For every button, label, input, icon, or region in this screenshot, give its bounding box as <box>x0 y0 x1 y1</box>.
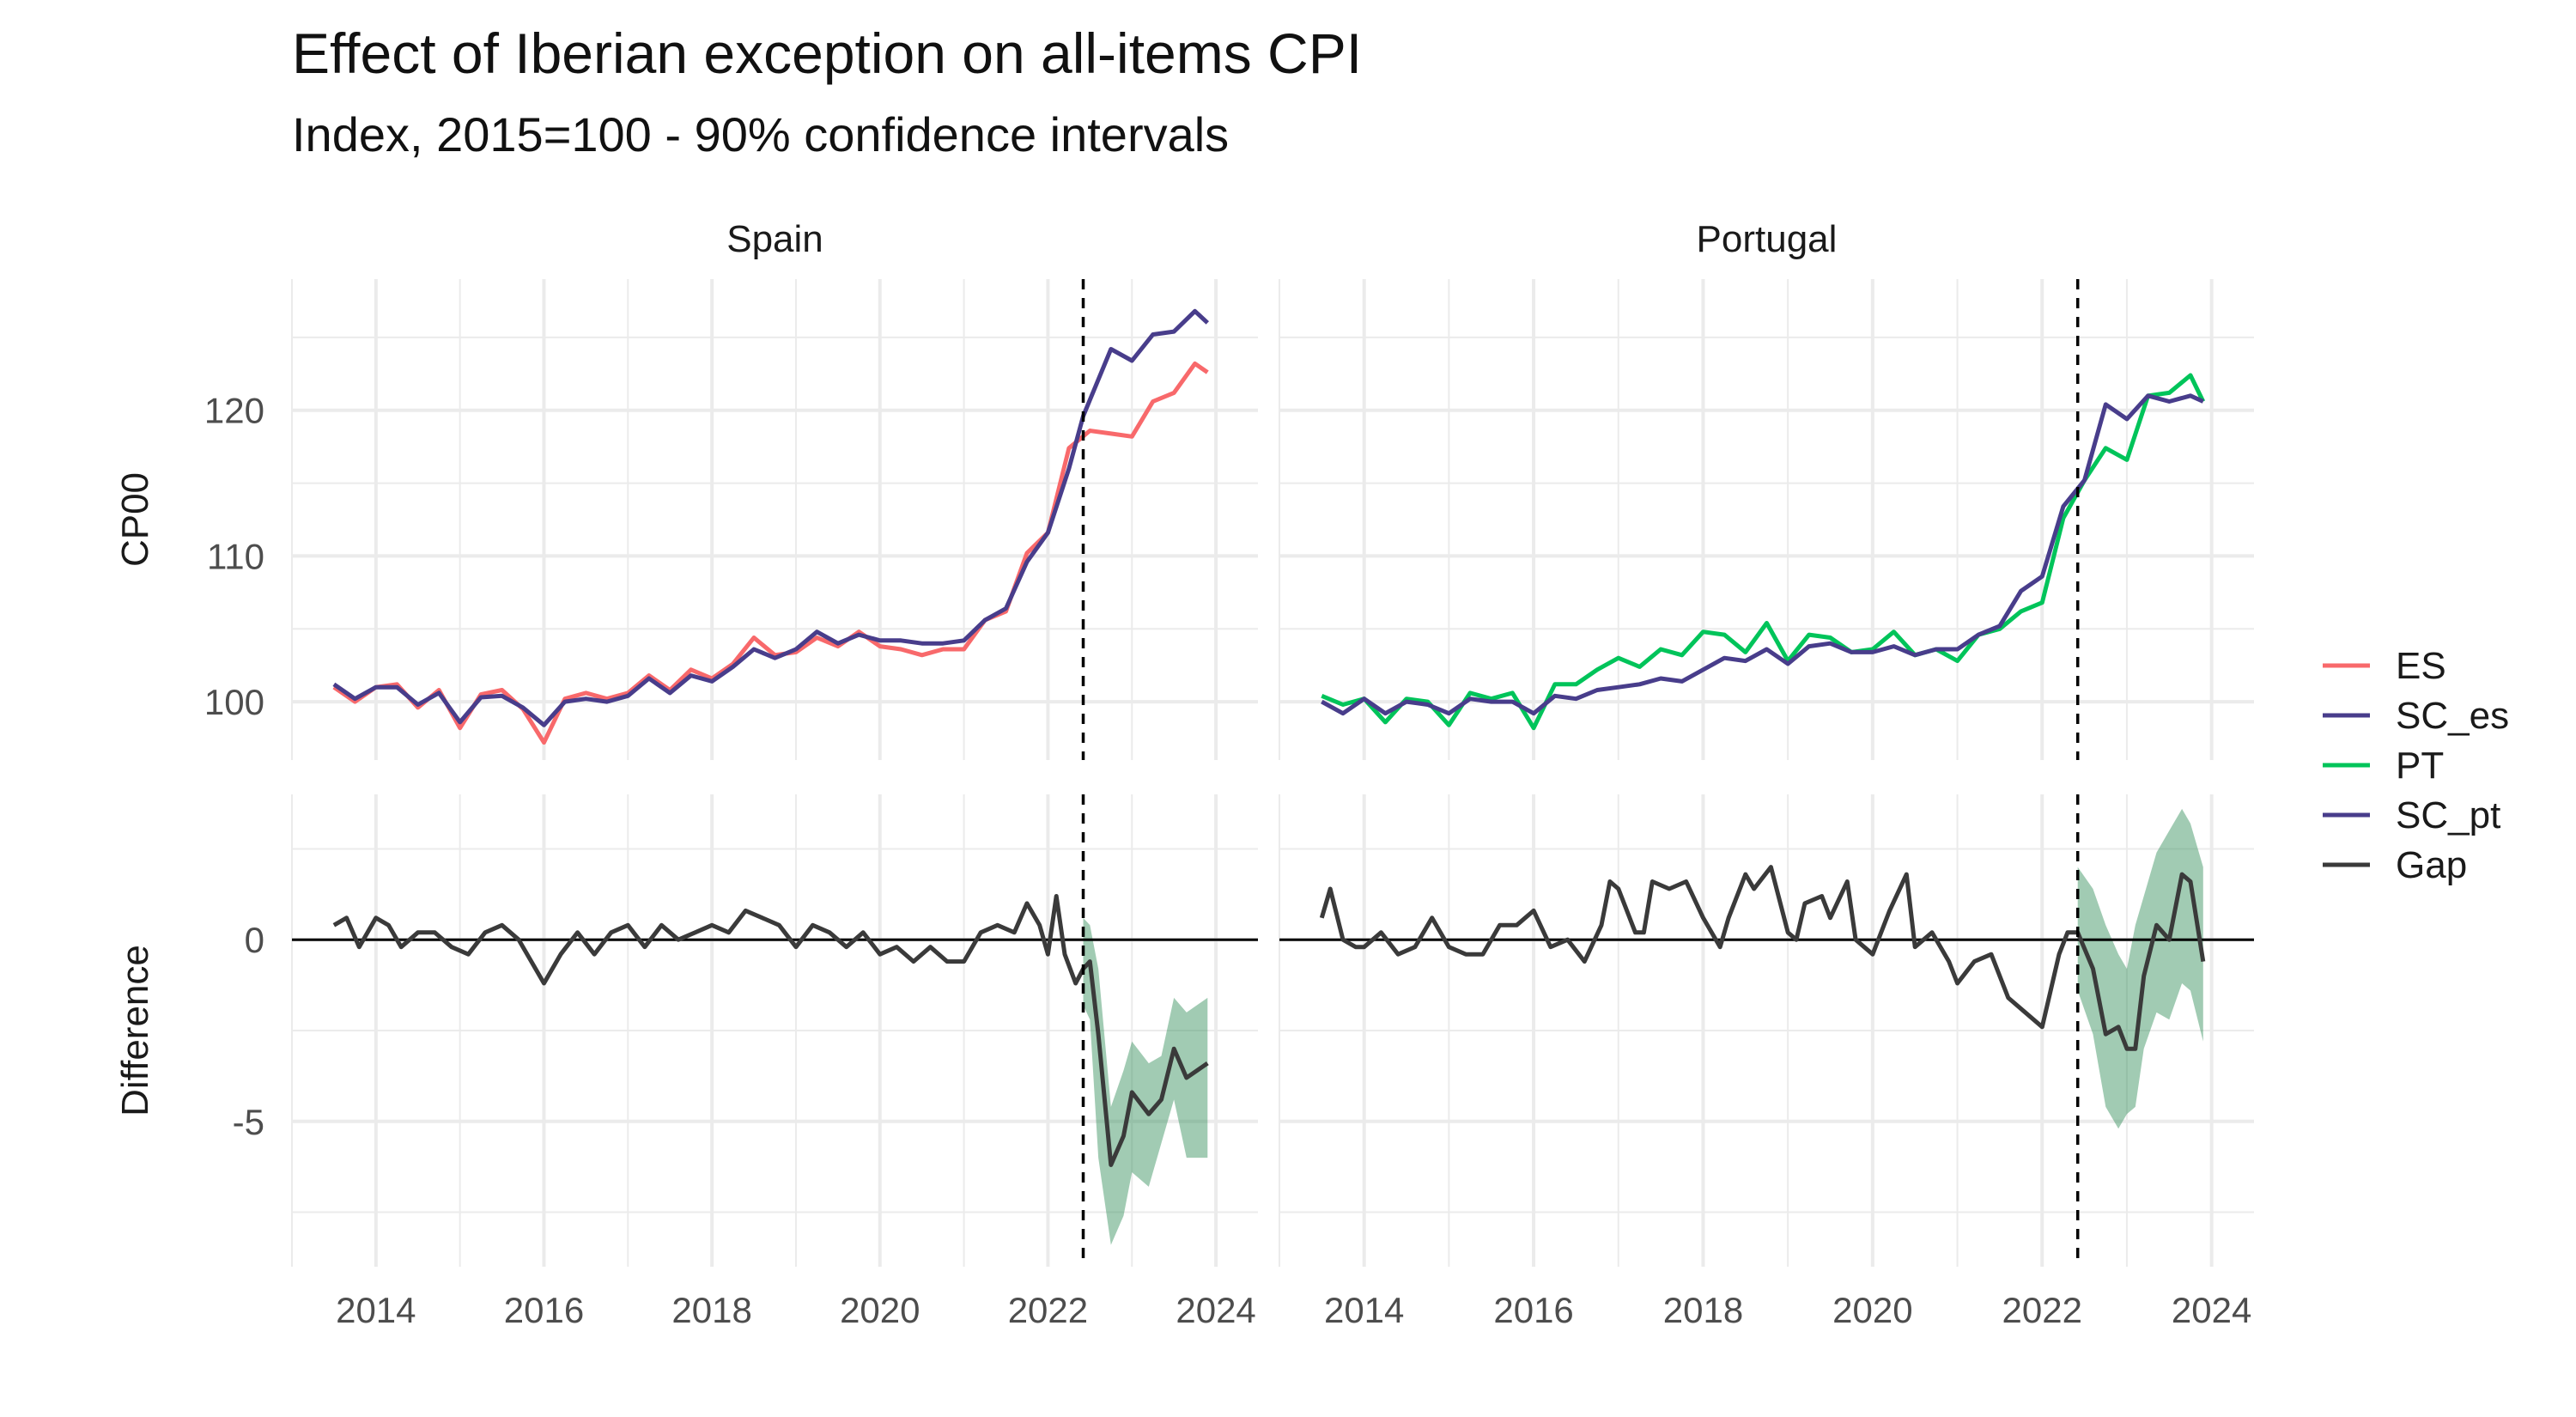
x-tick-label: 2020 <box>1832 1290 1912 1330</box>
x-tick-label: 2016 <box>1493 1290 1573 1330</box>
y-tick-label: 110 <box>207 536 264 576</box>
legend-label: SC_pt <box>2396 794 2500 836</box>
x-tick-label: 2018 <box>1663 1290 1743 1330</box>
series-line-es <box>332 361 1209 745</box>
legend-label: Gap <box>2396 844 2467 886</box>
legend-label: ES <box>2396 645 2446 687</box>
x-tick-label: 2022 <box>2002 1290 2082 1330</box>
panel-spain-cp00 <box>291 279 1258 760</box>
y-axis-label-top: CP00 <box>114 472 156 567</box>
legend-item-pt: PT <box>2323 745 2444 787</box>
x-tick-label: 2024 <box>1176 1290 1255 1330</box>
x-tick-label: 2014 <box>336 1290 416 1330</box>
legend-label: SC_es <box>2396 695 2509 737</box>
panel-spain-difference <box>291 794 1258 1267</box>
legend-item-es: ES <box>2323 645 2446 687</box>
legend: ES SC_es PT SC_pt Gap <box>2323 645 2509 886</box>
legend-item-sc-es: SC_es <box>2323 695 2509 737</box>
x-tick-label: 2016 <box>504 1290 584 1330</box>
y-axis-label-bottom: Difference <box>114 945 156 1116</box>
chart-title: Effect of Iberian exception on all-items… <box>292 21 1363 85</box>
x-tick-label: 2014 <box>1324 1290 1404 1330</box>
x-tick-label: 2022 <box>1008 1290 1088 1330</box>
facet-label-spain: Spain <box>726 218 823 260</box>
series-line-sc-pt <box>1321 393 2204 716</box>
x-tick-label: 2024 <box>2172 1290 2251 1330</box>
y-tick-label: 0 <box>245 920 264 960</box>
series-line-gap <box>1319 865 2206 1051</box>
legend-item-gap: Gap <box>2323 844 2467 886</box>
chart-subtitle: Index, 2015=100 - 90% confidence interva… <box>292 107 1230 161</box>
series-line-pt <box>1321 373 2206 731</box>
legend-item-sc-pt: SC_pt <box>2323 794 2500 836</box>
x-tick-label: 2020 <box>840 1290 920 1330</box>
y-tick-label: -5 <box>233 1102 264 1142</box>
y-tick-label: 120 <box>204 391 264 431</box>
x-tick-label: 2018 <box>671 1290 751 1330</box>
legend-label: PT <box>2396 745 2444 787</box>
panel-portugal-difference <box>1279 794 2254 1267</box>
confidence-band <box>2077 808 2203 1129</box>
confidence-band <box>1083 917 1208 1245</box>
series-line-sc-es <box>332 308 1209 727</box>
y-tick-label: 100 <box>204 682 264 722</box>
panel-portugal-cp00 <box>1279 279 2254 760</box>
facet-label-portugal: Portugal <box>1697 218 1838 260</box>
chart-panels: Spain Portugal CP00 100 110 120 Difference 0 -5 2… <box>114 218 2254 1330</box>
